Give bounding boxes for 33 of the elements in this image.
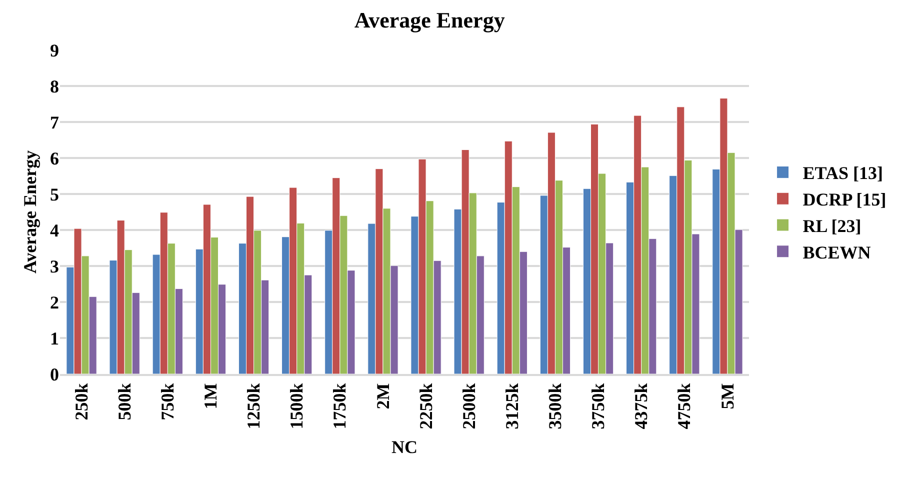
y-tick-label: 1 (50, 328, 59, 348)
x-axis-title: NC (392, 436, 418, 457)
x-tick-label: 2M (372, 383, 393, 410)
y-tick-label: 5 (50, 184, 59, 204)
x-tick-label: 250k (71, 383, 92, 420)
x-tick-label: 1M (200, 383, 221, 410)
legend-label: ETAS [13] (802, 163, 883, 184)
chart-title: Average Energy (354, 7, 505, 32)
x-tick-label: 1500k (286, 383, 307, 430)
x-tick-label: 3125k (502, 383, 522, 430)
y-tick-label: 2 (50, 292, 59, 312)
x-tick-label: 2500k (458, 383, 479, 430)
x-tick-label: 3500k (545, 383, 566, 430)
y-tick-label: 4 (50, 220, 59, 240)
x-tick-label: 750k (158, 383, 178, 420)
x-tick-label: 4375k (631, 383, 652, 430)
x-tick-label: 2250k (416, 383, 436, 430)
y-tick-label: 9 (50, 40, 59, 60)
x-tick-label: 1250k (244, 383, 264, 430)
legend-label: RL [23] (802, 216, 862, 236)
x-tick-label: 500k (114, 383, 134, 420)
y-tick-label: 3 (50, 256, 59, 276)
y-tick-label: 8 (50, 76, 59, 96)
y-tick-label: 6 (50, 148, 59, 168)
legend-label: DCRP [15] (802, 190, 886, 210)
y-tick-label: 0 (50, 364, 59, 384)
y-tick-label: 7 (50, 112, 59, 132)
x-tick-label: 4750k (674, 383, 694, 430)
y-axis-title: Average Energy (20, 150, 40, 274)
legend-label: BCEWN (802, 242, 871, 262)
x-tick-label: 5M (717, 383, 738, 410)
x-tick-label: 3750k (588, 383, 608, 430)
x-tick-label: 1750k (330, 383, 350, 430)
